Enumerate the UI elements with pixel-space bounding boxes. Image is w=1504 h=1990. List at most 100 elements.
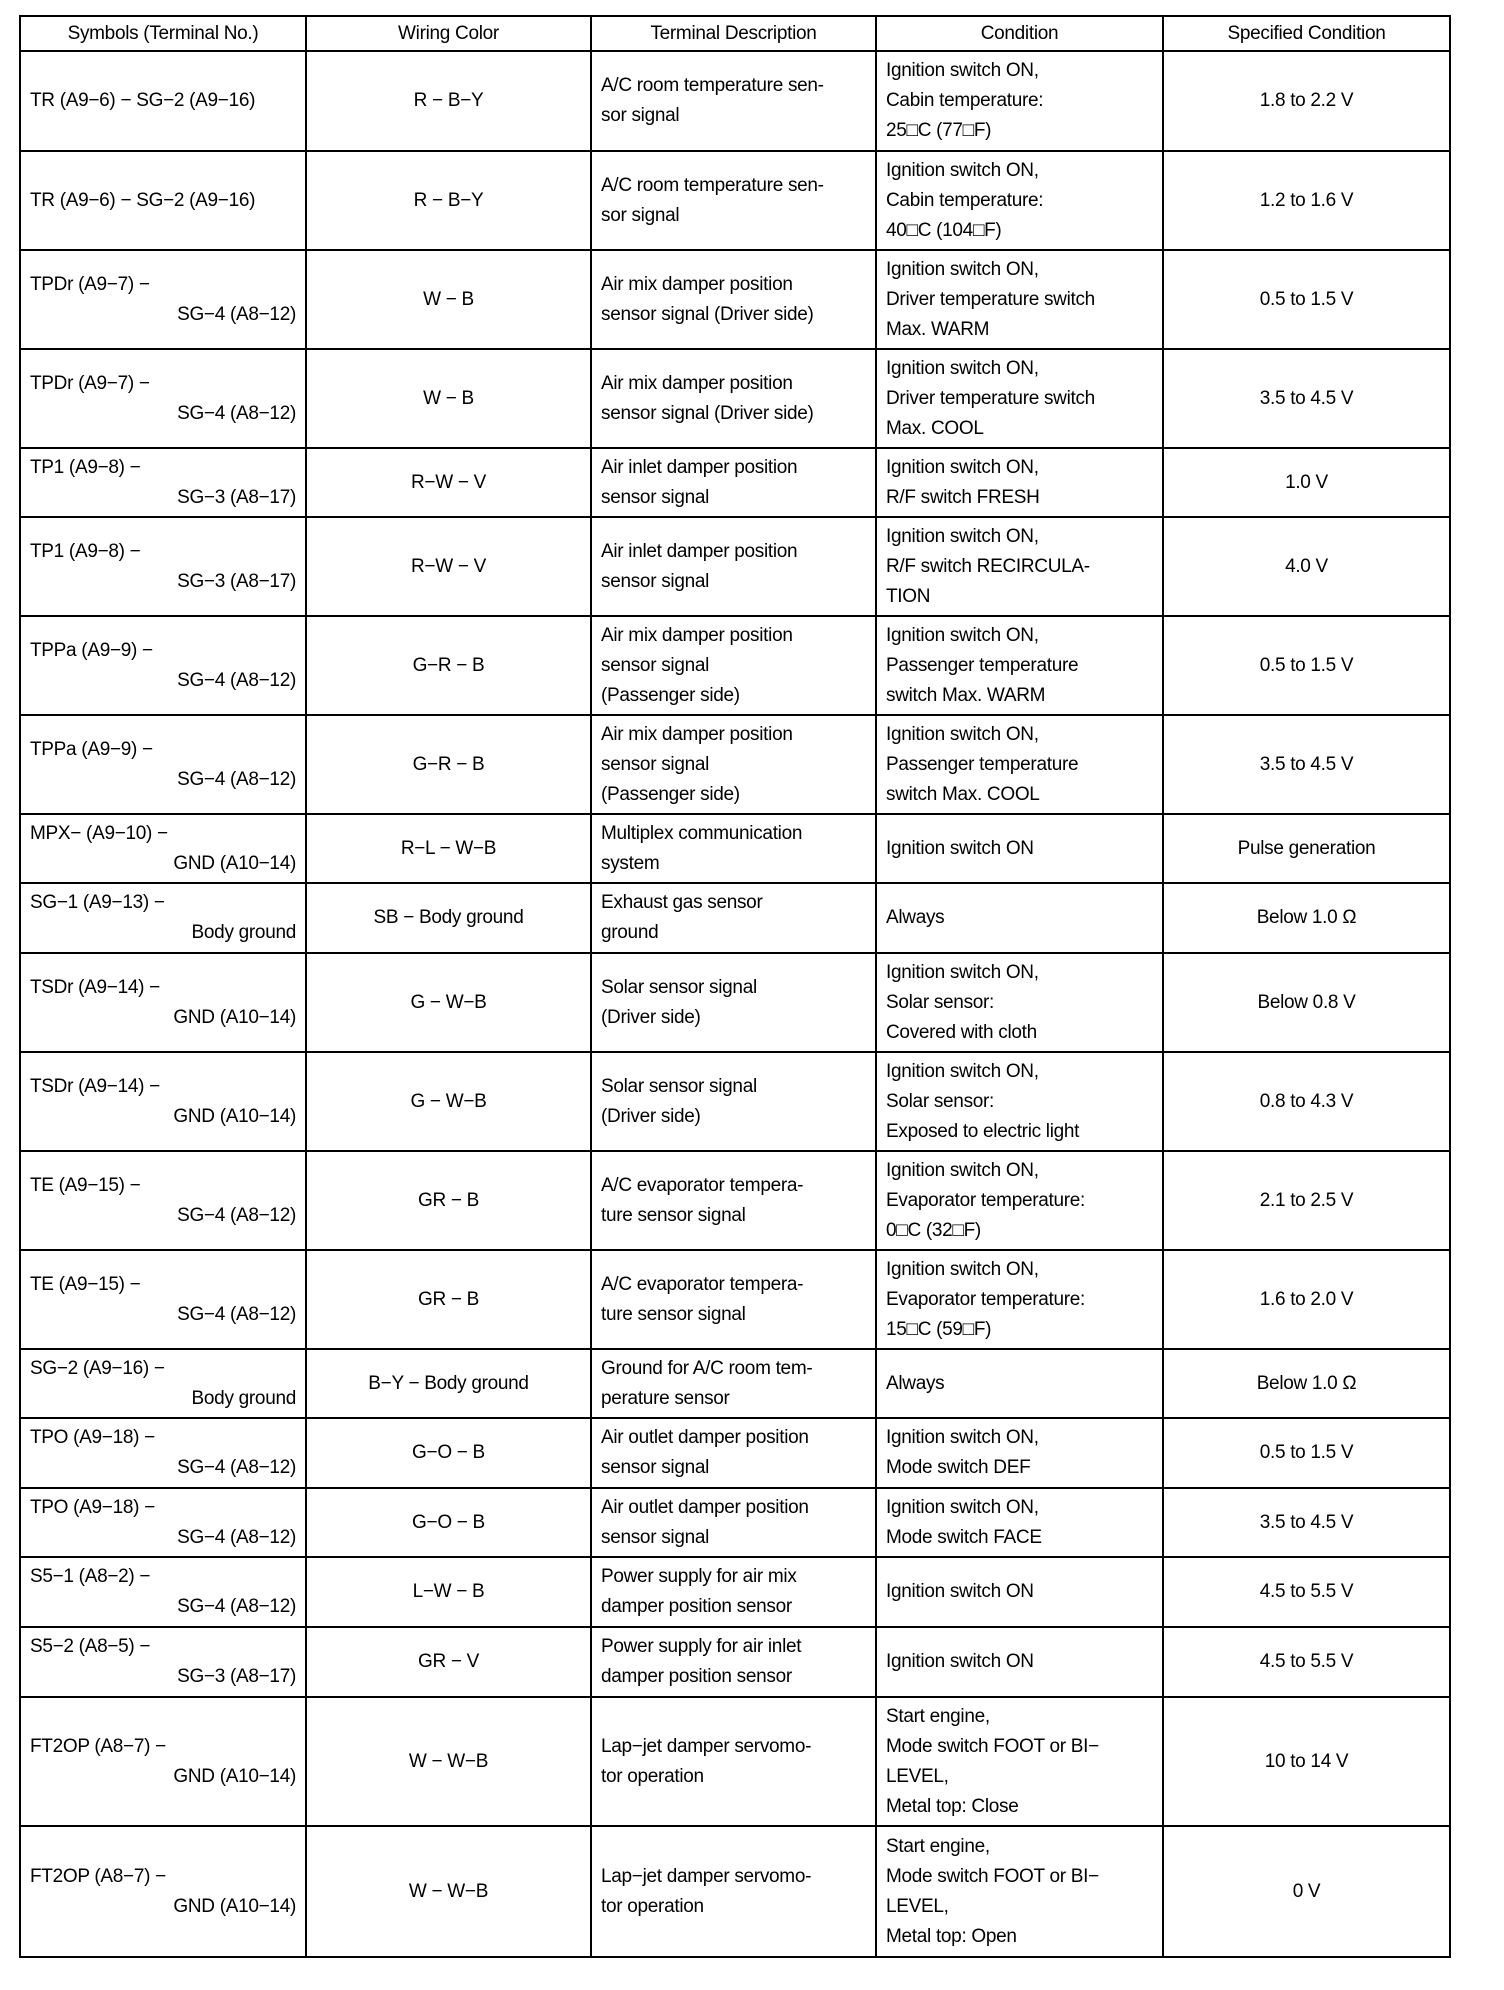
symbol-cell: S5−1 (A8−2) − SG−4 (A8−12)	[19, 1556, 307, 1628]
symbol-line-2: GND (A10−14)	[173, 1895, 296, 1917]
wiring-color-cell: G−R − B	[305, 615, 592, 716]
condition-cell: Always	[875, 882, 1164, 954]
header-specified-condition: Specified Condition	[1162, 15, 1451, 52]
description-cell: A/C room temperature sen- sor signal	[590, 150, 877, 251]
description-cell: Air inlet damper position sensor signal	[590, 447, 877, 518]
symbol-line-1: TR (A9−6) − SG−2 (A9−16)	[30, 90, 256, 111]
symbol-line-1: S5−2 (A8−5) −	[30, 1636, 151, 1657]
table-row: FT2OP (A8−7) − GND (A10−14) W − W−B Lap−jet…	[19, 1696, 1451, 1827]
wiring-color-cell: B−Y − Body ground	[305, 1348, 592, 1419]
condition-cell: Start engine, Mode switch FOOT or BI− LE…	[875, 1696, 1164, 1827]
symbol-cell: S5−2 (A8−5) − SG−3 (A8−17)	[19, 1626, 307, 1698]
symbol-cell: TE (A9−15) − SG−4 (A8−12)	[19, 1150, 307, 1251]
symbol-cell: TR (A9−6) − SG−2 (A9−16)	[19, 50, 307, 152]
wiring-color-cell: GR − B	[305, 1150, 592, 1251]
specified-condition-cell: 0.5 to 1.5 V	[1162, 249, 1451, 350]
header-symbols: Symbols (Terminal No.)	[19, 15, 307, 52]
symbol-line-2: Body ground	[191, 1387, 297, 1409]
symbol-cell: TR (A9−6) − SG−2 (A9−16)	[19, 150, 307, 251]
specified-condition-cell: 1.0 V	[1162, 447, 1451, 518]
symbol-cell: MPX− (A9−10) − GND (A10−14)	[19, 813, 307, 884]
description-cell: Lap−jet damper servomo- tor operation	[590, 1696, 877, 1827]
symbol-line-2: SG−4 (A8−12)	[177, 1457, 296, 1478]
specified-condition-cell: 10 to 14 V	[1162, 1696, 1451, 1827]
specified-condition-cell: 3.5 to 4.5 V	[1162, 1487, 1451, 1558]
table-row: TPO (A9−18) − SG−4 (A8−12) G−O − B Air outl…	[19, 1417, 1451, 1489]
condition-cell: Ignition switch ON, Driver temperature s…	[875, 249, 1164, 350]
description-cell: Air mix damper position sensor signal (D…	[590, 348, 877, 449]
table-row: S5−2 (A8−5) − SG−3 (A8−17) GR − V Power sup…	[19, 1626, 1451, 1698]
description-cell: A/C room temperature sen- sor signal	[590, 50, 877, 152]
symbol-line-2: SG−4 (A8−12)	[177, 1526, 296, 1548]
table-row: TPDr (A9−7) − SG−4 (A8−12) W − B Air mix da…	[19, 249, 1451, 350]
wiring-color-cell: SB − Body ground	[305, 882, 592, 954]
symbol-cell: SG−2 (A9−16) − Body ground	[19, 1348, 307, 1419]
header-row: Symbols (Terminal No.) Wiring Color Term…	[19, 15, 1451, 52]
condition-cell: Ignition switch ON	[875, 1626, 1164, 1698]
symbol-cell: TSDr (A9−14) − GND (A10−14)	[19, 1051, 307, 1152]
wiring-color-cell: W − B	[305, 249, 592, 350]
specified-condition-cell: 1.8 to 2.2 V	[1162, 50, 1451, 152]
wiring-color-cell: G − W−B	[305, 1051, 592, 1152]
header-terminal-description: Terminal Description	[590, 15, 877, 52]
header-condition: Condition	[875, 15, 1164, 52]
symbol-cell: TSDr (A9−14) − GND (A10−14)	[19, 952, 307, 1053]
symbol-line-1: TPO (A9−18) −	[30, 1496, 155, 1518]
condition-cell: Ignition switch ON, Solar sensor: Expose…	[875, 1051, 1164, 1152]
symbol-line-1: TPDr (A9−7) −	[30, 372, 150, 394]
condition-cell: Ignition switch ON, Driver temperature s…	[875, 348, 1164, 449]
symbol-line-1: TSDr (A9−14) −	[30, 976, 160, 998]
specified-condition-cell: Pulse generation	[1162, 813, 1451, 884]
description-cell: Ground for A/C room tem- perature sensor	[590, 1348, 877, 1419]
specified-condition-cell: 0.8 to 4.3 V	[1162, 1051, 1451, 1152]
symbol-cell: TPPa (A9−9) − SG−4 (A8−12)	[19, 714, 307, 815]
table-row: FT2OP (A8−7) − GND (A10−14) W − W−B Lap−jet…	[19, 1825, 1451, 1958]
symbol-line-1: TSDr (A9−14) −	[30, 1075, 160, 1097]
symbol-line-1: S5−1 (A8−2) −	[30, 1566, 151, 1587]
wiring-color-cell: W − W−B	[305, 1696, 592, 1827]
specified-condition-cell: 4.5 to 5.5 V	[1162, 1626, 1451, 1698]
description-cell: A/C evaporator tempera- ture sensor sign…	[590, 1249, 877, 1350]
description-cell: Power supply for air mix damper position…	[590, 1556, 877, 1628]
wiring-color-cell: G−R − B	[305, 714, 592, 815]
symbol-line-1: TP1 (A9−8) −	[30, 456, 141, 478]
symbol-line-1: TP1 (A9−8) −	[30, 540, 141, 562]
condition-cell: Ignition switch ON, Evaporator temperatu…	[875, 1150, 1164, 1251]
description-cell: Air outlet damper position sensor signal	[590, 1487, 877, 1558]
specified-condition-cell: 3.5 to 4.5 V	[1162, 714, 1451, 815]
wiring-color-cell: L−W − B	[305, 1556, 592, 1628]
symbol-line-1: TE (A9−15) −	[30, 1273, 141, 1295]
specified-condition-cell: 1.6 to 2.0 V	[1162, 1249, 1451, 1350]
symbol-line-2: SG−4 (A8−12)	[177, 1303, 296, 1325]
description-cell: Air inlet damper position sensor signal	[590, 516, 877, 617]
table-row: TSDr (A9−14) − GND (A10−14) G − W−B Solar s…	[19, 1051, 1451, 1152]
symbol-cell: TPO (A9−18) − SG−4 (A8−12)	[19, 1487, 307, 1558]
condition-cell: Ignition switch ON, Mode switch FACE	[875, 1487, 1164, 1558]
specified-condition-cell: 0 V	[1162, 1825, 1451, 1958]
table-row: TE (A9−15) − SG−4 (A8−12) GR − B A/C evapor…	[19, 1150, 1451, 1251]
symbol-line-2: GND (A10−14)	[173, 1765, 296, 1787]
table-row: TP1 (A9−8) − SG−3 (A8−17) R−W − V Air inlet…	[19, 447, 1451, 518]
condition-cell: Ignition switch ON, Passenger temperatur…	[875, 615, 1164, 716]
symbol-line-2: GND (A10−14)	[173, 1006, 296, 1028]
symbol-line-2: GND (A10−14)	[173, 852, 296, 874]
symbol-line-1: SG−1 (A9−13) −	[30, 892, 165, 913]
table-row: TPPa (A9−9) − SG−4 (A8−12) G−R − B Air mix …	[19, 714, 1451, 815]
symbol-line-2: GND (A10−14)	[173, 1105, 296, 1127]
symbol-line-1: SG−2 (A9−16) −	[30, 1357, 165, 1379]
wiring-color-cell: G−O − B	[305, 1487, 592, 1558]
specified-condition-cell: 4.5 to 5.5 V	[1162, 1556, 1451, 1628]
table-row: TP1 (A9−8) − SG−3 (A8−17) R−W − V Air inlet…	[19, 516, 1451, 617]
symbol-cell: TPDr (A9−7) − SG−4 (A8−12)	[19, 249, 307, 350]
terminal-inspection-table: Symbols (Terminal No.) Wiring Color Term…	[19, 15, 1451, 1958]
table-body: TR (A9−6) − SG−2 (A9−16) R − B−Y A/C room …	[19, 50, 1451, 1958]
specified-condition-cell: 3.5 to 4.5 V	[1162, 348, 1451, 449]
symbol-line-2: SG−3 (A8−17)	[177, 570, 296, 592]
table-row: TR (A9−6) − SG−2 (A9−16) R − B−Y A/C room …	[19, 150, 1451, 251]
specified-condition-cell: Below 0.8 V	[1162, 952, 1451, 1053]
table-row: TE (A9−15) − SG−4 (A8−12) GR − B A/C evapor…	[19, 1249, 1451, 1350]
specified-condition-cell: 0.5 to 1.5 V	[1162, 1417, 1451, 1489]
wiring-color-cell: R−W − V	[305, 447, 592, 518]
table-row: TPO (A9−18) − SG−4 (A8−12) G−O − B Air outl…	[19, 1487, 1451, 1558]
header-wiring-color: Wiring Color	[305, 15, 592, 52]
